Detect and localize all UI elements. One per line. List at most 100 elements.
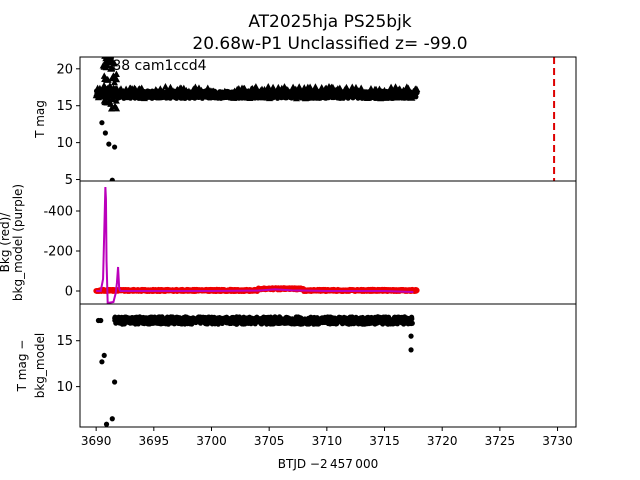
scatter-cluster-point (108, 74, 116, 82)
data-point-triangle (306, 83, 314, 90)
data-point-triangle (413, 85, 421, 92)
data-point-triangle (268, 92, 276, 100)
data-point-triangle (192, 93, 200, 100)
data-point (409, 316, 415, 322)
y-axis-label-2: bkg_model (33, 333, 47, 399)
outlier-point (114, 317, 120, 324)
data-point-triangle (123, 93, 131, 101)
y-tick-label: 0 (65, 285, 73, 300)
data-point-triangle (404, 84, 412, 92)
x-tick-label: 3700 (196, 434, 227, 448)
scatter-cluster-point (106, 82, 114, 89)
data-point-triangle (320, 93, 328, 101)
data-point-triangle (301, 94, 309, 102)
scatter-cluster-point (111, 90, 119, 97)
x-tick-label: 3705 (254, 434, 285, 448)
scatter-cluster-point (112, 70, 120, 78)
data-point-triangle (98, 91, 106, 99)
outlier-point (99, 86, 108, 94)
scatter-cluster-point (109, 95, 117, 103)
plot-area (93, 186, 420, 304)
outlier-point (102, 130, 108, 136)
data-point-triangle (237, 93, 245, 101)
y-axis-label: T mag − (15, 340, 29, 393)
y-axis-label: Bkg (red)/ (0, 212, 12, 273)
panel-frame (79, 303, 577, 428)
data-point-triangle (156, 85, 164, 92)
data-point-triangle (146, 93, 154, 100)
scatter-cluster-point (107, 57, 115, 65)
scatter-cluster-point (103, 57, 111, 64)
data-point-triangle (362, 88, 370, 96)
data-point-triangle (255, 91, 263, 99)
data-point-triangle (370, 90, 378, 97)
data-point-triangle (386, 93, 394, 101)
outlier-point (112, 144, 118, 150)
top-panel: 5 10 15 20 T mag s88 cam1ccd4 (33, 56, 577, 188)
plot-area (92, 57, 556, 181)
data-point-triangle (259, 93, 267, 101)
data-point-triangle (175, 88, 183, 95)
data-point-triangle (366, 93, 374, 100)
chart-title-line2: 20.68w-P1 Unclassified z= -99.0 (192, 34, 467, 54)
data-point-triangle (246, 94, 254, 102)
data-point-triangle (94, 93, 102, 101)
x-tick-label: 3690 (81, 434, 112, 448)
panel-annotation: s88 cam1ccd4 (105, 58, 207, 74)
data-point-triangle (202, 92, 210, 99)
outlier-point (98, 317, 104, 324)
y-tick-label: 5 (65, 173, 73, 188)
scatter-cluster-point (108, 64, 116, 71)
data-point-triangle (357, 84, 365, 91)
x-tick-label: 3720 (427, 434, 458, 448)
y-tick-label: 10 (56, 136, 73, 151)
scatter-cluster-point (100, 81, 108, 89)
x-tick-label: 3730 (542, 434, 573, 448)
data-point-triangle (381, 86, 389, 94)
data-point-triangle (287, 92, 295, 99)
scatter-cluster-point (103, 92, 111, 99)
plot-area (95, 314, 415, 427)
data-point-triangle (166, 83, 174, 91)
data-point-triangle (396, 85, 404, 92)
outlier-point (106, 141, 112, 147)
scatter-cluster-point (107, 104, 115, 112)
data-point-triangle (326, 92, 334, 99)
data-point-triangle (340, 93, 348, 100)
y-axis-label: T mag (33, 100, 47, 139)
x-tick-label: 3710 (312, 434, 343, 448)
data-point-triangle (232, 89, 240, 96)
outlier-point (408, 333, 414, 339)
data-point-triangle (240, 84, 248, 92)
data-point-triangle (312, 86, 320, 94)
data-point-triangle (264, 83, 272, 90)
y-tick-label: -400 (43, 205, 73, 220)
data-point-triangle (188, 90, 196, 97)
outlier-point (112, 379, 118, 385)
outlier-point (109, 416, 115, 422)
data-point-triangle (375, 85, 383, 92)
outlier-point (99, 359, 105, 365)
y-tick-label: -200 (43, 245, 73, 260)
x-tick-label: 3715 (369, 434, 400, 448)
data-point-triangle (292, 94, 300, 102)
x-tick-label: 3725 (485, 434, 516, 448)
scatter-cluster-point (106, 97, 114, 105)
x-axis-label: BTJD −2 457 000 (278, 457, 378, 471)
data-point-triangle (153, 87, 161, 94)
scatter-cluster-point (113, 84, 121, 92)
data-point-triangle (311, 83, 319, 90)
chart-title-line1: AT2025hja PS25bjk (248, 12, 411, 32)
data-point-triangle (336, 84, 344, 92)
data-point-triangle (230, 94, 238, 101)
outlier-point (99, 120, 105, 126)
y-tick-label: 15 (56, 99, 73, 114)
data-point-triangle (385, 89, 393, 96)
outlier-point (408, 347, 414, 353)
data-point-triangle (296, 87, 304, 94)
x-tick-label: 3695 (139, 434, 170, 448)
outlier-point (109, 177, 115, 181)
outlier-point (101, 352, 107, 359)
series-1 (95, 317, 414, 427)
